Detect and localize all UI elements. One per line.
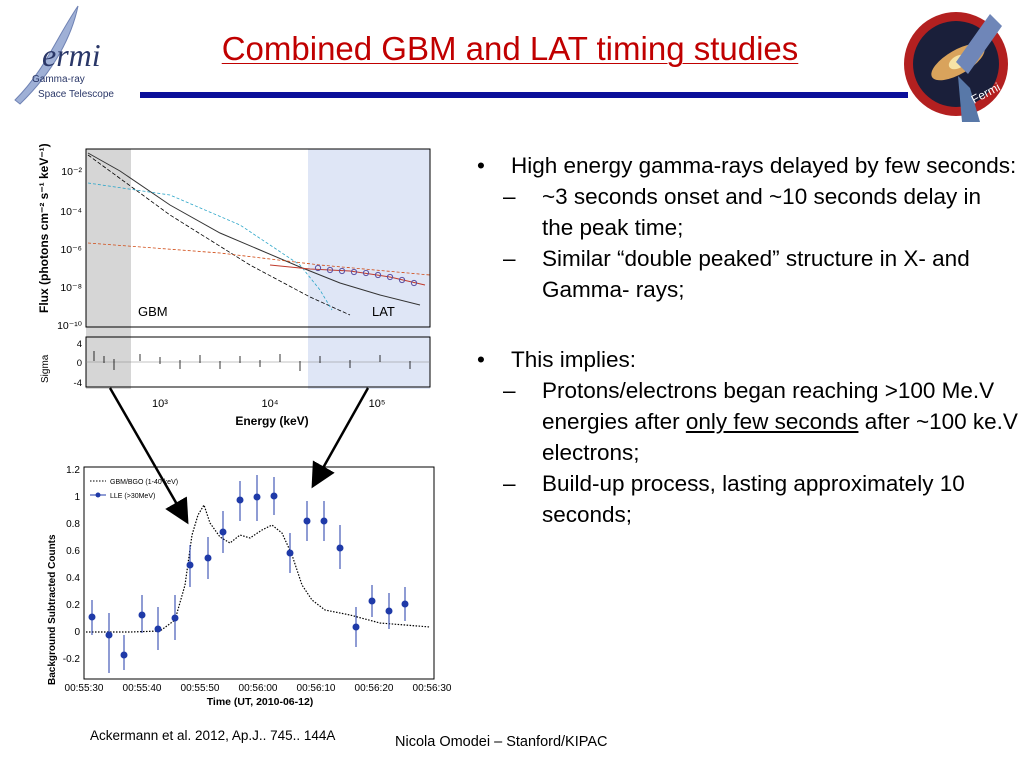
- svg-text:Energy (keV): Energy (keV): [235, 414, 308, 428]
- svg-text:00:56:20: 00:56:20: [355, 683, 394, 694]
- svg-text:0.4: 0.4: [66, 573, 80, 584]
- sub-bullet-item: – ~3 seconds onset and ~10 seconds delay…: [462, 181, 1018, 243]
- svg-text:10⁻⁴: 10⁻⁴: [60, 206, 82, 218]
- svg-text:10⁻²: 10⁻²: [61, 166, 82, 178]
- svg-text:Sigma: Sigma: [40, 354, 51, 383]
- svg-text:00:55:40: 00:55:40: [123, 683, 162, 694]
- bullet-item: • High energy gamma-rays delayed by few …: [462, 150, 1018, 181]
- svg-text:10⁻⁸: 10⁻⁸: [60, 282, 82, 294]
- svg-text:4: 4: [77, 339, 82, 350]
- svg-text:0.6: 0.6: [66, 546, 80, 557]
- dash-marker: –: [503, 378, 516, 403]
- svg-text:10⁻⁶: 10⁻⁶: [60, 244, 82, 256]
- spectrum-figure: Flux (photons cm⁻² s⁻¹ keV⁻¹) 10⁻² 10⁻⁴ …: [20, 125, 455, 435]
- footer-author: Nicola Omodei – Stanford/KIPAC: [395, 734, 608, 750]
- svg-text:GBM: GBM: [138, 304, 168, 319]
- svg-text:LLE (>30MeV): LLE (>30MeV): [110, 493, 155, 500]
- svg-text:10⁵: 10⁵: [369, 398, 386, 410]
- svg-text:Background Subtracted Counts: Background Subtracted Counts: [47, 534, 58, 685]
- svg-text:1.2: 1.2: [66, 465, 80, 476]
- svg-text:00:56:00: 00:56:00: [239, 683, 278, 694]
- svg-text:10⁻¹⁰: 10⁻¹⁰: [57, 320, 83, 332]
- svg-text:GBM/BGO (1-40 keV): GBM/BGO (1-40 keV): [110, 479, 178, 486]
- svg-text:00:56:10: 00:56:10: [297, 683, 336, 694]
- sub-bullet-item: – Build-up process, lasting approximatel…: [462, 468, 1018, 530]
- bullet-list: • High energy gamma-rays delayed by few …: [462, 150, 1018, 530]
- sub-bullet-item: – Protons/electrons began reaching >100 …: [462, 375, 1018, 468]
- svg-text:00:56:30: 00:56:30: [413, 683, 452, 694]
- svg-text:Space Telescope: Space Telescope: [38, 89, 114, 100]
- svg-text:1: 1: [74, 492, 80, 503]
- svg-text:10⁴: 10⁴: [262, 398, 279, 410]
- svg-text:-4: -4: [74, 378, 82, 389]
- svg-text:00:55:30: 00:55:30: [65, 683, 104, 694]
- dash-marker: –: [503, 471, 516, 496]
- sub-bullet-item: – Similar “double peaked” structure in X…: [462, 243, 1018, 305]
- svg-text:0.8: 0.8: [66, 519, 80, 530]
- svg-text:Time (UT, 2010-06-12): Time (UT, 2010-06-12): [207, 696, 314, 708]
- underlined-text: only few seconds: [685, 409, 859, 434]
- citation: Ackermann et al. 2012, Ap.J.. 745.. 144A: [90, 728, 336, 743]
- svg-text:ermi: ermi: [42, 37, 101, 73]
- dash-marker: –: [503, 184, 516, 209]
- bullet-marker: •: [477, 153, 485, 178]
- svg-text:00:55:50: 00:55:50: [181, 683, 220, 694]
- svg-text:Gamma-ray: Gamma-ray: [32, 74, 85, 85]
- svg-text:-0.2: -0.2: [63, 654, 81, 665]
- dash-marker: –: [503, 246, 516, 271]
- lightcurve-figure: GBM/BGO (1-40 keV) LLE (>30MeV) Backgrou…: [20, 435, 455, 720]
- svg-text:Flux (photons cm⁻² s⁻¹ keV⁻¹): Flux (photons cm⁻² s⁻¹ keV⁻¹): [37, 143, 51, 313]
- bullet-marker: •: [477, 347, 485, 372]
- svg-text:0: 0: [74, 627, 80, 638]
- title-divider-bar: [140, 92, 908, 98]
- svg-text:LAT: LAT: [372, 304, 395, 319]
- fermi-mission-badge: Fermi: [904, 12, 1008, 122]
- bullet-item: • This implies:: [462, 344, 1018, 375]
- svg-text:0.2: 0.2: [66, 600, 80, 611]
- svg-text:0: 0: [77, 358, 82, 369]
- fermi-logo: ermi Gamma-ray Space Telescope: [14, 5, 114, 105]
- slide-title: Combined GBM and LAT timing studies: [221, 30, 799, 67]
- svg-text:10³: 10³: [152, 398, 168, 410]
